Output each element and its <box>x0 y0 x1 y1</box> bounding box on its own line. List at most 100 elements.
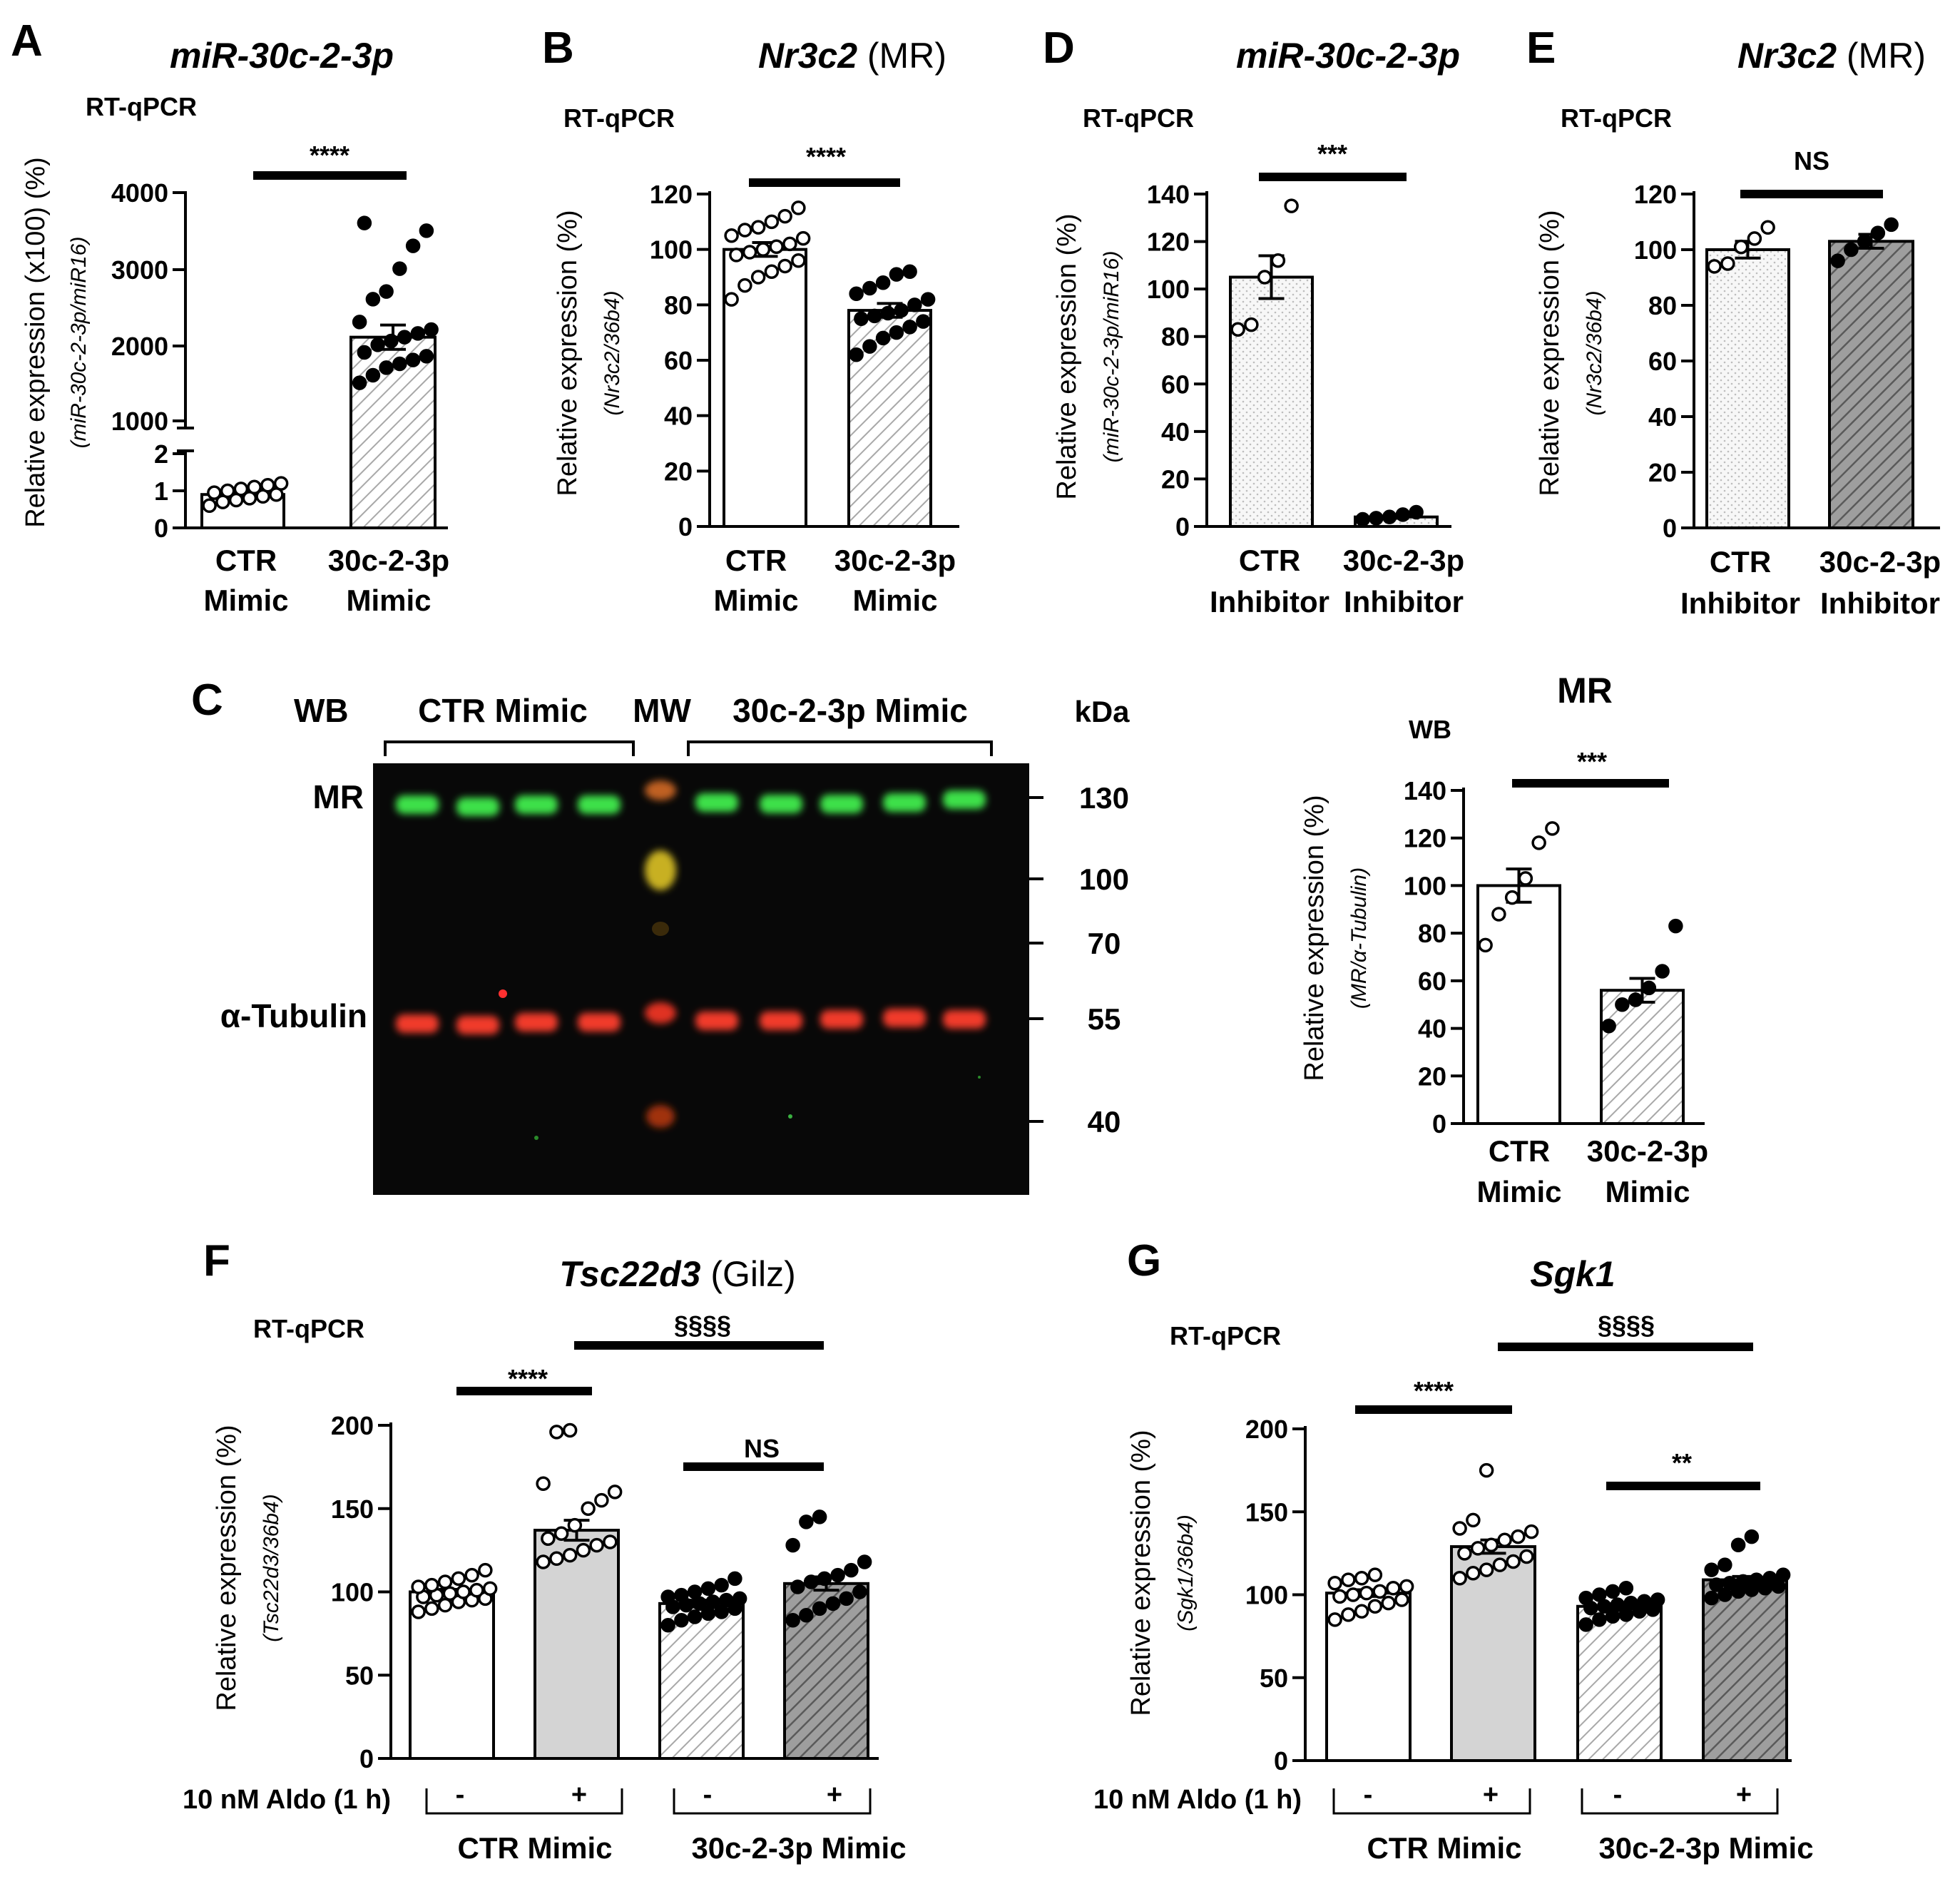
data-point <box>1592 1587 1607 1602</box>
data-point <box>1884 217 1899 233</box>
x-category-label: Inhibitor <box>1680 586 1800 620</box>
y-tick-2000: 2000 <box>111 332 185 361</box>
y-tick-label: 60 <box>664 346 693 375</box>
data-point <box>581 1501 596 1516</box>
chart-title-c2: MR <box>1557 671 1613 711</box>
data-point <box>785 1537 800 1553</box>
data-point <box>839 1591 854 1607</box>
y-axis-label-a: Relative expression (x100) (%) <box>21 157 51 528</box>
data-point <box>1479 1462 1494 1478</box>
panel-c-quantification: MR WB Relative expression (%) (MR/α-Tubu… <box>1300 671 1708 1208</box>
data-point <box>803 1574 819 1589</box>
blot-row-label-tubulin: α-Tubulin <box>220 997 367 1034</box>
panel-a: A miR-30c-2-3p RT-qPCR Relative expressi… <box>11 16 449 617</box>
data-point <box>392 261 407 276</box>
data-point <box>549 1551 564 1567</box>
data-point <box>1518 871 1533 886</box>
data-point <box>1354 1604 1369 1619</box>
data-point <box>1244 317 1259 332</box>
y-axis-sublabel-d: (miR-30c-2-3p/miR16) <box>1100 251 1123 463</box>
data-point <box>1394 1592 1409 1607</box>
data-point <box>1497 1532 1512 1548</box>
bar <box>1476 884 1561 1126</box>
data-point <box>1359 1585 1374 1601</box>
data-point <box>1519 1549 1534 1564</box>
data-point <box>1345 1587 1361 1602</box>
treatment-sign: - <box>1613 1780 1623 1810</box>
data-point <box>1637 1594 1652 1609</box>
data-point <box>1618 1580 1634 1596</box>
significance-label: ** <box>1672 1448 1692 1477</box>
x-category-label: Inhibitor <box>1210 585 1329 618</box>
data-point <box>1605 1609 1620 1624</box>
data-point <box>750 270 766 285</box>
kda-label: kDa <box>1074 695 1130 728</box>
data-point <box>660 1617 675 1633</box>
data-point <box>902 320 917 335</box>
data-point <box>1457 1546 1472 1561</box>
data-point <box>1578 1590 1593 1606</box>
bar <box>847 309 932 528</box>
group-label: CTR Mimic <box>1367 1831 1521 1865</box>
chart-title-b: Nr3c2 (MR) <box>758 36 946 76</box>
y-tick-label: 120 <box>1634 180 1677 209</box>
data-point <box>392 356 407 372</box>
data-point <box>729 248 744 263</box>
data-point <box>1601 1018 1616 1034</box>
data-point <box>352 375 367 390</box>
svg-text:4000: 4000 <box>111 178 168 208</box>
mw-ladder <box>534 780 981 1140</box>
significance-label: **** <box>310 141 349 170</box>
y-tick-label: 40 <box>664 402 693 431</box>
y-tick-label: 40 <box>1161 417 1190 447</box>
x-category-label: 30c-2-3p <box>834 544 956 577</box>
data-point <box>1372 1584 1387 1599</box>
data-point <box>799 1514 814 1529</box>
y-tick-label: 150 <box>331 1495 374 1524</box>
y-tick-label: 0 <box>1274 1746 1288 1776</box>
data-point <box>916 314 931 329</box>
data-point <box>714 1604 729 1619</box>
data-point <box>562 1547 578 1563</box>
data-point <box>1730 1537 1746 1552</box>
data-point <box>907 297 922 312</box>
blot-group-label-mimic: 30c-2-3p Mimic <box>733 692 968 729</box>
x-category-label: Mimic <box>1476 1175 1561 1208</box>
data-point <box>1762 1571 1777 1586</box>
data-point <box>1844 242 1859 258</box>
svg-text:1000: 1000 <box>111 407 168 436</box>
panel-label-g: G <box>1127 1236 1161 1285</box>
y-tick-label: 80 <box>1161 322 1190 352</box>
data-point <box>1452 1521 1467 1536</box>
data-point <box>607 1485 623 1499</box>
data-point <box>719 1592 734 1608</box>
treatment-sign: + <box>827 1780 842 1810</box>
data-point <box>894 302 909 318</box>
data-point <box>1655 964 1670 979</box>
svg-text:1: 1 <box>154 477 168 506</box>
data-point <box>419 223 434 238</box>
x-category-label: CTR <box>725 544 787 577</box>
data-point <box>1367 1599 1383 1614</box>
bar <box>723 248 807 528</box>
svg-text:2: 2 <box>154 439 168 469</box>
y-tick-label: 20 <box>1161 464 1190 494</box>
data-point <box>260 477 275 493</box>
x-category-label: Mimic <box>852 584 937 617</box>
data-point <box>1354 1571 1369 1586</box>
data-point <box>370 337 385 352</box>
panel-label-d: D <box>1043 24 1075 73</box>
mr-bands <box>396 790 986 816</box>
bar <box>783 1582 869 1760</box>
panel-label-e: E <box>1526 24 1556 73</box>
data-point <box>1369 511 1384 526</box>
data-point <box>1327 1575 1342 1591</box>
data-point <box>553 1526 569 1542</box>
data-point <box>854 311 869 326</box>
method-label-f: RT-qPCR <box>253 1314 364 1343</box>
data-point <box>1523 1524 1539 1539</box>
data-point <box>1355 511 1370 527</box>
mw-markers: 130 100 70 55 40 <box>1029 781 1129 1139</box>
mw-marker-label: 130 <box>1079 781 1129 815</box>
data-point <box>1341 1607 1356 1622</box>
